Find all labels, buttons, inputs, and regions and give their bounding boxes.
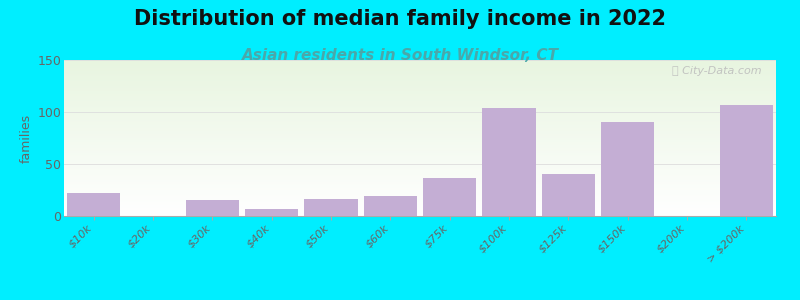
Bar [423,178,476,216]
Bar [304,200,358,216]
Bar [245,209,298,216]
Bar [186,200,239,216]
Text: Distribution of median family income in 2022: Distribution of median family income in … [134,9,666,29]
Bar [482,108,536,216]
Y-axis label: families: families [20,113,33,163]
Bar [720,105,773,216]
Bar [364,196,417,216]
Bar [601,122,654,216]
Bar [67,193,120,216]
Text: Asian residents in South Windsor, CT: Asian residents in South Windsor, CT [242,48,558,63]
Text: ⓘ City-Data.com: ⓘ City-Data.com [672,66,762,76]
Bar [542,174,595,216]
